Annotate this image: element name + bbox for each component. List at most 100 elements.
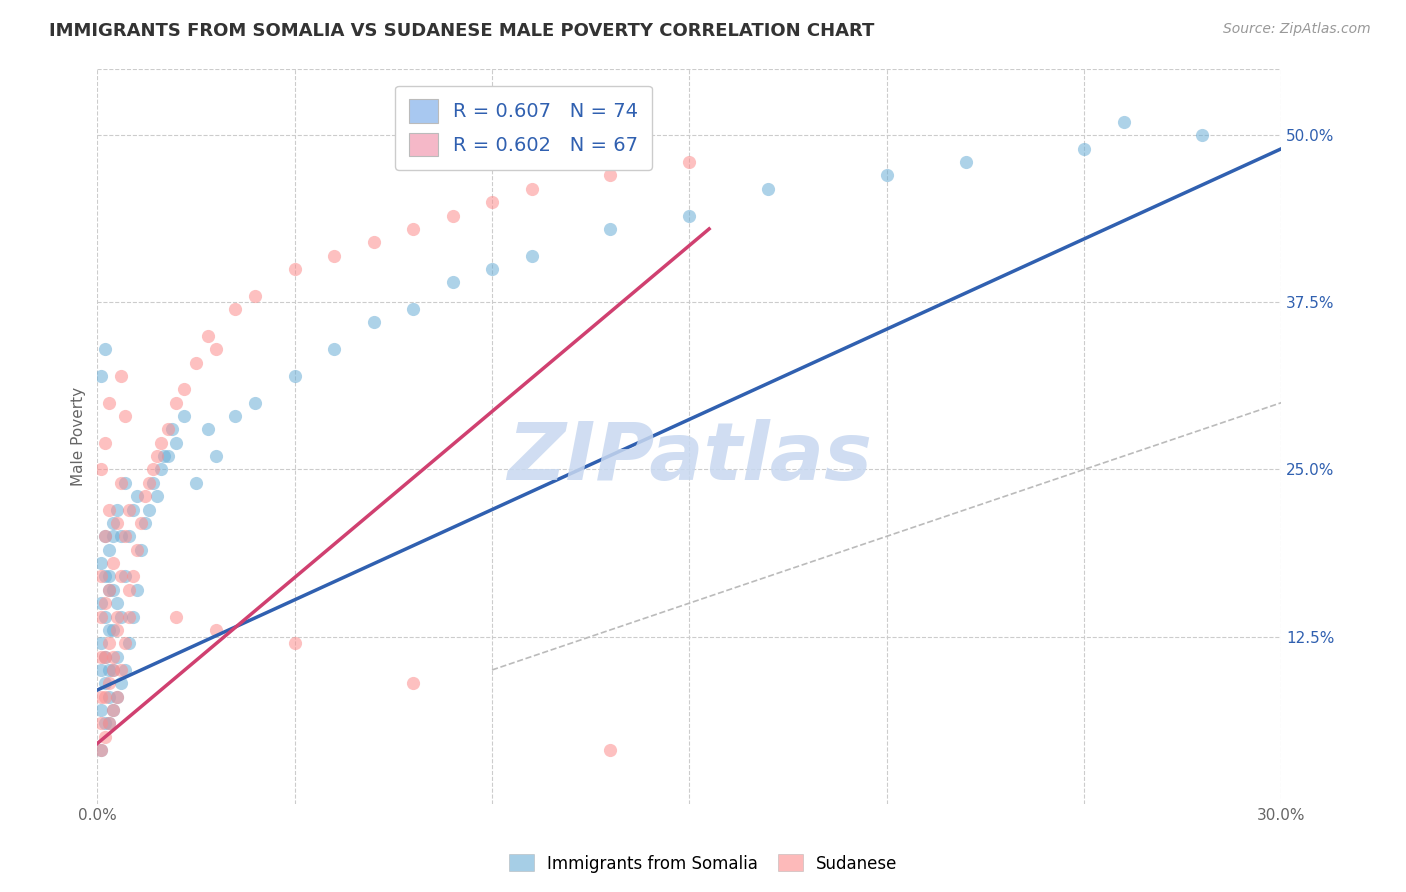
Point [481, 195, 503, 210]
Point [101, 516, 124, 530]
Point [98, 690, 121, 704]
Point [110, 569, 132, 583]
Legend: Immigrants from Somalia, Sudanese: Immigrants from Somalia, Sudanese [502, 847, 904, 880]
Point [118, 582, 141, 597]
Point [90, 663, 112, 677]
Point [204, 623, 226, 637]
Point [323, 342, 346, 356]
Point [105, 623, 128, 637]
Point [98, 395, 121, 409]
Text: ZIPatlas: ZIPatlas [508, 419, 872, 497]
Point [110, 676, 132, 690]
Point [599, 222, 621, 236]
Legend: R = 0.607   N = 74, R = 0.602   N = 67: R = 0.607 N = 74, R = 0.602 N = 67 [395, 86, 652, 170]
Point [94, 596, 117, 610]
Point [101, 582, 124, 597]
Point [98, 676, 121, 690]
Point [441, 276, 464, 290]
Point [94, 435, 117, 450]
Point [197, 422, 219, 436]
Point [157, 422, 180, 436]
Point [224, 409, 246, 423]
Point [94, 569, 117, 583]
Point [125, 582, 148, 597]
Point [94, 529, 117, 543]
Point [441, 209, 464, 223]
Point [94, 649, 117, 664]
Point [284, 262, 307, 277]
Point [98, 582, 121, 597]
Point [101, 556, 124, 570]
Point [197, 328, 219, 343]
Point [101, 663, 124, 677]
Point [90, 462, 112, 476]
Point [876, 169, 898, 183]
Point [114, 529, 136, 543]
Point [173, 382, 195, 396]
Point [1112, 115, 1135, 129]
Point [157, 449, 180, 463]
Point [98, 502, 121, 516]
Point [110, 475, 132, 490]
Point [184, 475, 207, 490]
Point [145, 449, 167, 463]
Point [1191, 128, 1213, 143]
Point [184, 355, 207, 369]
Point [114, 569, 136, 583]
Point [122, 502, 145, 516]
Point [149, 462, 172, 476]
Point [105, 516, 128, 530]
Point [94, 716, 117, 731]
Point [153, 449, 176, 463]
Point [98, 542, 121, 557]
Point [402, 222, 425, 236]
Point [101, 649, 124, 664]
Point [94, 690, 117, 704]
Point [204, 342, 226, 356]
Point [90, 368, 112, 383]
Point [90, 716, 112, 731]
Point [1073, 142, 1095, 156]
Point [110, 609, 132, 624]
Point [756, 182, 779, 196]
Point [284, 368, 307, 383]
Point [105, 690, 128, 704]
Point [105, 649, 128, 664]
Y-axis label: Male Poverty: Male Poverty [72, 386, 86, 485]
Point [90, 556, 112, 570]
Point [118, 502, 141, 516]
Point [245, 395, 267, 409]
Point [162, 422, 184, 436]
Point [98, 636, 121, 650]
Point [90, 743, 112, 757]
Point [125, 489, 148, 503]
Point [94, 649, 117, 664]
Point [134, 489, 156, 503]
Point [402, 302, 425, 317]
Point [134, 516, 156, 530]
Point [98, 623, 121, 637]
Point [114, 636, 136, 650]
Point [110, 663, 132, 677]
Point [678, 209, 700, 223]
Point [98, 663, 121, 677]
Point [94, 730, 117, 744]
Point [165, 435, 187, 450]
Point [125, 542, 148, 557]
Point [94, 342, 117, 356]
Point [101, 529, 124, 543]
Point [323, 249, 346, 263]
Point [145, 489, 167, 503]
Point [90, 649, 112, 664]
Point [94, 529, 117, 543]
Point [173, 409, 195, 423]
Point [98, 716, 121, 731]
Point [118, 636, 141, 650]
Point [110, 529, 132, 543]
Point [118, 609, 141, 624]
Point [402, 676, 425, 690]
Text: Source: ZipAtlas.com: Source: ZipAtlas.com [1223, 22, 1371, 37]
Text: IMMIGRANTS FROM SOMALIA VS SUDANESE MALE POVERTY CORRELATION CHART: IMMIGRANTS FROM SOMALIA VS SUDANESE MALE… [49, 22, 875, 40]
Point [105, 609, 128, 624]
Point [363, 235, 385, 250]
